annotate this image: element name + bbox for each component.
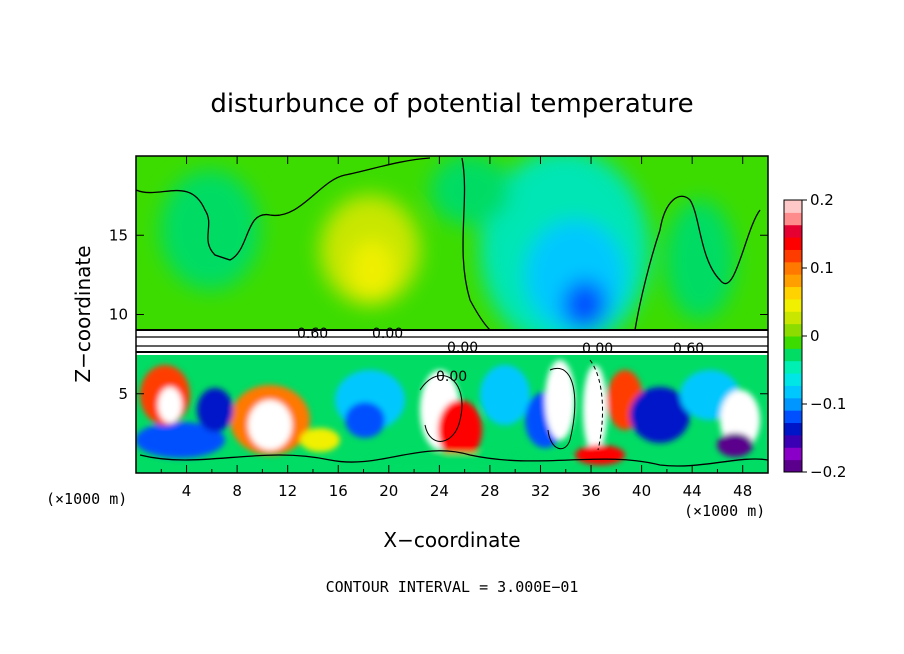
contour-upper-mid: [461, 157, 491, 331]
colorbar-swatch: [784, 311, 802, 325]
colorbar-swatch: [784, 274, 802, 288]
x-tick-label: 44: [683, 482, 702, 500]
colorbar-swatch: [784, 200, 802, 213]
colorbar-swatch: [784, 348, 802, 362]
contour-lower-d: [589, 359, 604, 451]
contour-lower-c: [547, 367, 576, 450]
field-green-mid: [430, 156, 510, 225]
x-tick-label: 36: [581, 482, 600, 500]
colorbar-swatch: [784, 410, 802, 424]
colorbar: 0.2 0.1 0 −0.1 −0.2: [783, 191, 846, 481]
contour-upper-right: [634, 195, 761, 331]
colorbar-swatch: [784, 261, 802, 275]
colorbar-swatch: [784, 447, 802, 461]
colorbar-swatch: [784, 237, 802, 250]
x-unit-left: (×1000 m): [46, 490, 127, 508]
x-unit-right: (×1000 m): [684, 502, 765, 520]
colorbar-tick-label: 0.1: [810, 259, 834, 277]
contour-label: 0.00: [372, 326, 403, 342]
colorbar-swatch: [784, 459, 802, 473]
y-tick-label: 10: [109, 306, 128, 324]
eddy-white-d: [583, 365, 607, 455]
eddy-white-c: [545, 360, 575, 440]
field-warm-core: [350, 240, 394, 300]
field-green-right: [665, 200, 735, 320]
x-tick-label: 28: [480, 482, 499, 500]
field-cool-core: [563, 280, 607, 330]
field-green-left: [160, 170, 260, 290]
x-axis-title: X−coordinate: [383, 528, 520, 552]
colorbar-tick-label: −0.2: [810, 463, 846, 481]
x-tick-label: 24: [430, 482, 449, 500]
colorbar-swatch: [784, 286, 802, 300]
eddy-cyan-c: [480, 365, 530, 425]
eddy-white-a: [248, 400, 292, 450]
y-tick-label: 15: [109, 226, 128, 244]
x-axis: 4 8 12 16 20 24 28 32 36 40 44 48: [160, 156, 752, 500]
colorbar-tick-label: −0.1: [810, 395, 846, 413]
eddy-white-left: [158, 387, 182, 423]
colorbar-swatch: [784, 360, 802, 374]
eddy-blue-a: [197, 388, 233, 432]
contour-label: 0.00: [447, 340, 478, 356]
x-tick-label: 12: [278, 482, 297, 500]
eddy-blue-d: [630, 387, 690, 443]
colorbar-tick-label: 0.2: [810, 191, 834, 209]
colorbar-tick-label: 0: [810, 327, 820, 345]
x-tick-label: 40: [632, 482, 651, 500]
eddy-yellow-a: [300, 428, 340, 452]
contour-label: 0.60: [297, 326, 328, 342]
colorbar-swatch: [784, 373, 802, 386]
colorbar-swatch: [784, 336, 802, 349]
x-tick-label: 4: [182, 482, 192, 500]
contour-interval-note: CONTOUR INTERVAL = 3.000E−01: [326, 578, 579, 596]
eddy-green-bottom: [330, 452, 570, 472]
eddy-purple: [717, 433, 753, 457]
colorbar-swatch: [784, 224, 802, 238]
contour-label: 0.60: [673, 341, 704, 357]
contour-labels: 0.60 0.00 0.00 0.00 0.00 0.60: [297, 326, 704, 385]
colorbar-swatch: [784, 422, 802, 436]
colorbar-swatch: [784, 397, 802, 411]
colorbar-swatch: [784, 385, 802, 399]
plot-area: [136, 156, 768, 473]
y-axis: 5 10 15: [109, 226, 768, 403]
eddy-red-d: [575, 445, 625, 465]
x-tick-label: 20: [379, 482, 398, 500]
contour-label: 0.00: [436, 369, 467, 385]
y-tick-label: 5: [118, 385, 128, 403]
x-tick-label: 48: [733, 482, 752, 500]
chart-title: disturbunce of potential temperature: [210, 89, 693, 119]
colorbar-swatch: [784, 323, 802, 337]
colorbar-swatch: [784, 249, 802, 263]
contour-lower-a: [139, 450, 768, 467]
contour-lower-b: [419, 375, 463, 442]
x-tick-label: 16: [329, 482, 348, 500]
contour-upper-left: [136, 157, 431, 261]
x-tick-label: 8: [232, 482, 242, 500]
contour-label: 0.00: [582, 341, 613, 357]
colorbar-swatch: [784, 212, 802, 226]
field-interface-band: [136, 329, 768, 355]
colorbar-swatch: [784, 434, 802, 448]
y-axis-title: Z−coordinate: [71, 245, 95, 382]
eddy-blue-left: [136, 422, 225, 458]
colorbar-swatch: [784, 298, 802, 312]
x-tick-label: 32: [531, 482, 550, 500]
eddy-red-b: [438, 400, 482, 460]
eddy-blue-b: [345, 402, 385, 438]
